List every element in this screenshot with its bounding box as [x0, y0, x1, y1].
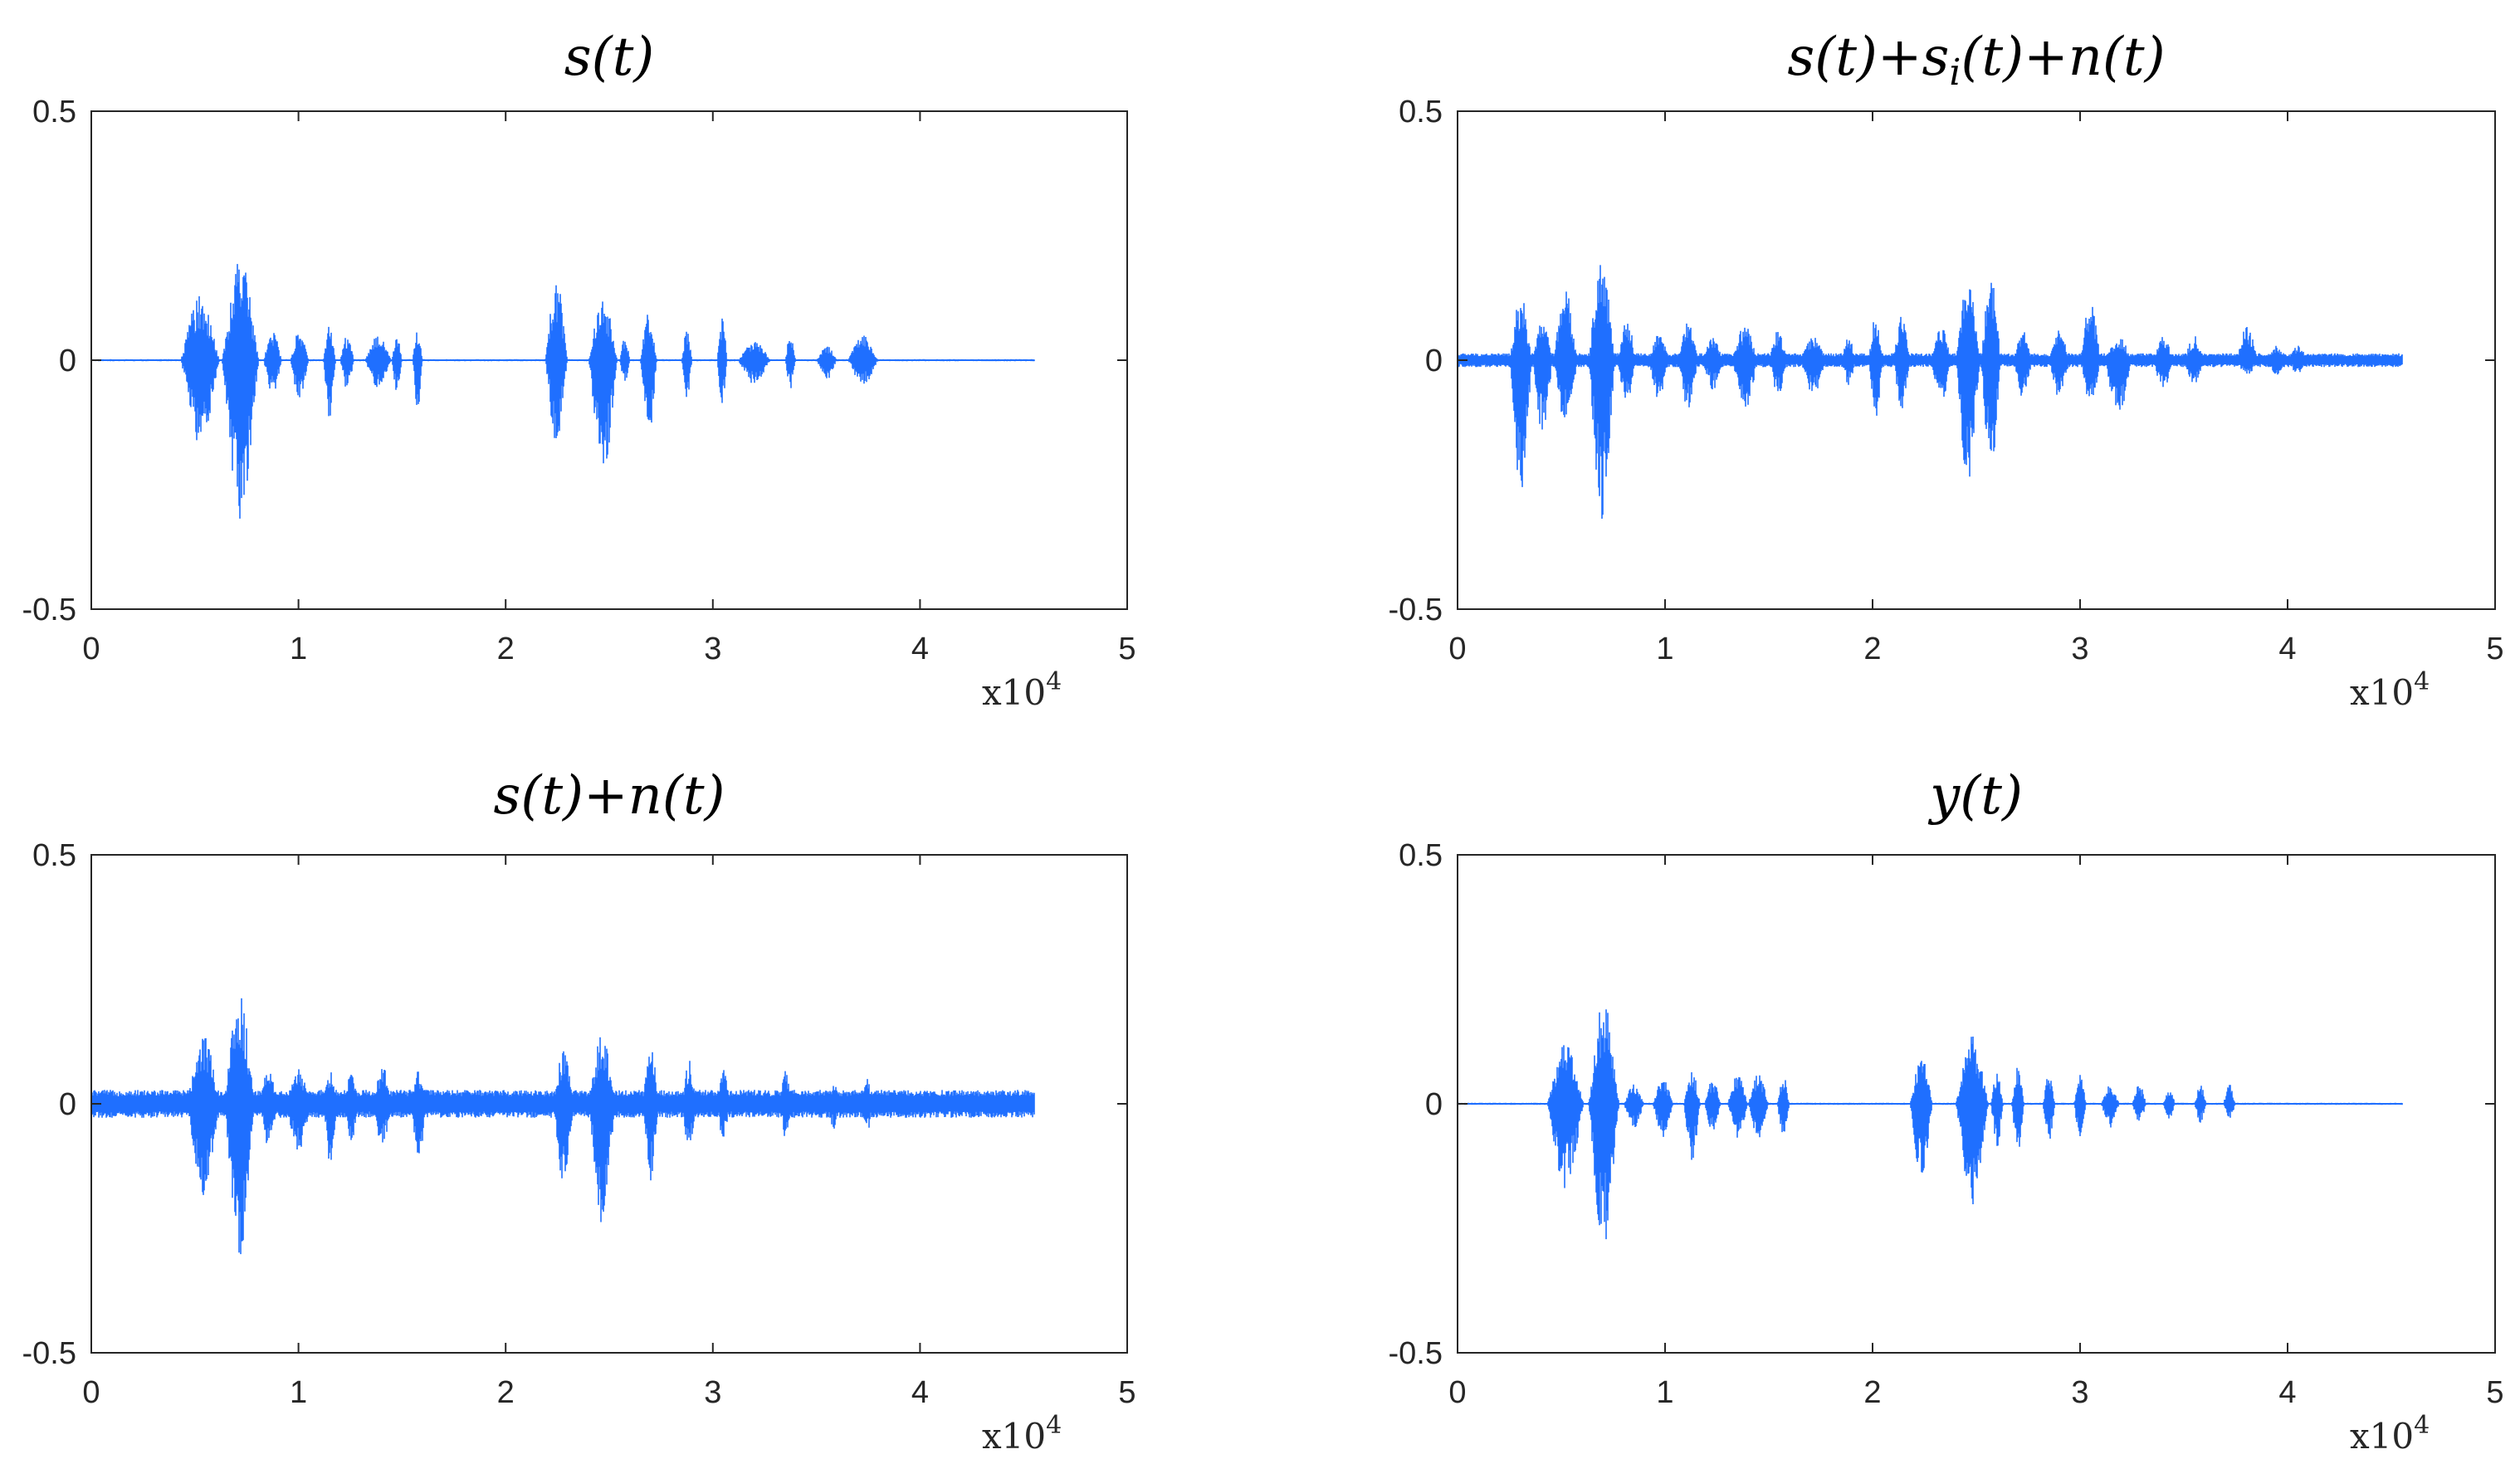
waveform-series	[90, 264, 1035, 519]
waveform-series	[1457, 1009, 2403, 1240]
x-tick-label: 1	[1656, 1375, 1673, 1410]
chart-title: y(t)	[1927, 765, 2023, 827]
y-tick-label: 0.5	[32, 838, 76, 873]
y-tick-label: 0.5	[32, 95, 76, 129]
x-tick-label: 2	[1863, 1375, 1881, 1410]
y-tick-label: -0.5	[1389, 1336, 1443, 1371]
y-tick-label: -0.5	[1389, 593, 1443, 627]
x-tick-label: 1	[290, 632, 307, 666]
x-tick-label: 4	[911, 1375, 929, 1410]
y-tick-label: 0	[1425, 344, 1443, 378]
x-tick-label: 3	[2071, 1375, 2088, 1410]
x-tick-label: 5	[2486, 1375, 2503, 1410]
y-tick-label: -0.5	[22, 593, 76, 627]
x-tick-label: 3	[2071, 632, 2088, 666]
x-tick-label: 4	[2278, 1375, 2296, 1410]
waveform-series	[90, 998, 1035, 1255]
x-tick-label: 0	[1448, 1375, 1466, 1410]
x-tick-label: 0	[82, 1375, 100, 1410]
y-tick-label: 0.5	[1399, 95, 1443, 129]
y-tick-label: 0	[59, 1087, 76, 1122]
y-tick-label: 0.5	[1399, 838, 1443, 873]
y-tick-label: -0.5	[22, 1336, 76, 1371]
x-tick-label: 3	[704, 1375, 721, 1410]
y-tick-label: 0	[1425, 1087, 1443, 1122]
x-tick-label: 4	[911, 632, 929, 666]
x-axis-multiplier: x104	[2350, 667, 2430, 713]
waveform-series	[1457, 265, 2403, 519]
x-axis-multiplier: x104	[982, 1411, 1062, 1457]
x-tick-label: 2	[497, 1375, 515, 1410]
chart-title: s(t)	[564, 27, 655, 88]
x-tick-label: 0	[1448, 632, 1466, 666]
x-axis-multiplier: x104	[2350, 1411, 2430, 1457]
x-tick-label: 1	[1656, 632, 1673, 666]
chart-title: s(t)+n(t)	[494, 765, 725, 827]
x-tick-label: 2	[497, 632, 515, 666]
x-tick-label: 5	[1118, 1375, 1135, 1410]
x-tick-label: 5	[2486, 632, 2503, 666]
x-tick-label: 4	[2278, 632, 2296, 666]
x-axis-multiplier: x104	[982, 667, 1062, 713]
x-tick-label: 2	[1863, 632, 1881, 666]
x-tick-label: 0	[82, 632, 100, 666]
x-tick-label: 1	[290, 1375, 307, 1410]
y-tick-label: 0	[59, 344, 76, 378]
x-tick-label: 3	[704, 632, 721, 666]
x-tick-label: 5	[1118, 632, 1135, 666]
chart-title: s(t)+si(t)+n(t)	[1787, 27, 2165, 94]
